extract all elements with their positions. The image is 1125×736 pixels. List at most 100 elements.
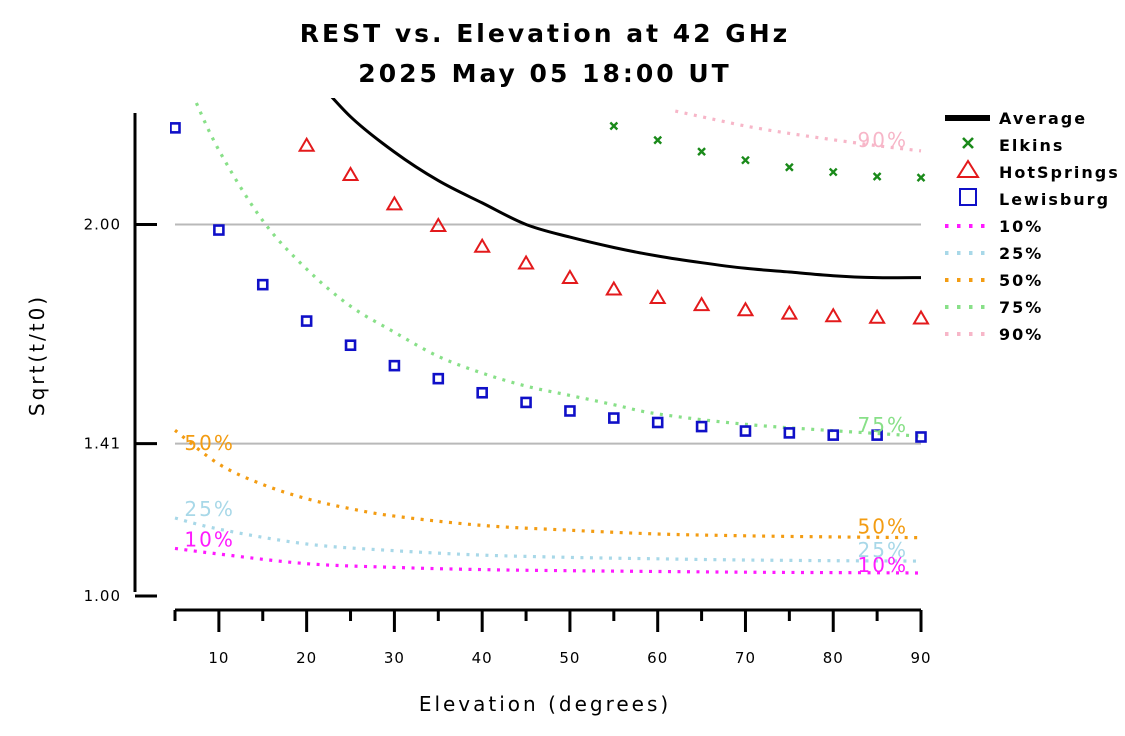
series-lewisburg <box>170 122 927 443</box>
y-axis-label: Sqrt(t/t0) <box>25 294 49 416</box>
point-lewisburg-35 <box>432 372 445 385</box>
y-tick-label-1-00: 1.00 <box>84 587 121 605</box>
point-hotsprings-90 <box>912 309 930 325</box>
point-lewisburg-85 <box>871 429 883 441</box>
x-tick-label-40: 40 <box>472 649 493 667</box>
end-label-10pct: 10% <box>858 553 908 577</box>
point-elkins-65 <box>697 147 706 156</box>
y-tick-label-1-41: 1.41 <box>84 435 121 453</box>
legend-item-lewisburg: Lewisburg <box>959 188 1110 209</box>
series-75pct <box>192 98 922 438</box>
start-label-25pct: 25% <box>184 497 234 521</box>
point-hotsprings-30 <box>385 195 404 211</box>
legend-item-75pct: 75% <box>945 298 1043 317</box>
line-75pct <box>192 98 922 438</box>
line-10pct <box>174 546 922 575</box>
point-hotsprings-35 <box>429 216 448 232</box>
legend-label-25pct: 25% <box>999 244 1043 263</box>
point-hotsprings-65 <box>692 296 711 312</box>
series-elkins <box>609 121 926 182</box>
x-tick-label-60: 60 <box>647 649 668 667</box>
legend-label-90pct: 90% <box>999 325 1043 344</box>
point-elkins-85 <box>872 172 882 181</box>
chart-subtitle: 2025 May 05 18:00 UT <box>358 59 731 88</box>
x-tick-label-20: 20 <box>296 649 317 667</box>
chart-title: REST vs. Elevation at 42 GHz <box>300 19 790 48</box>
x-tick-label-80: 80 <box>823 649 844 667</box>
series-50pct <box>174 429 922 540</box>
point-lewisburg-15 <box>256 278 269 291</box>
point-lewisburg-40 <box>476 386 488 399</box>
legend-label-hotsprings: HotSprings <box>999 163 1120 182</box>
point-hotsprings-70 <box>736 301 755 317</box>
point-lewisburg-10 <box>213 224 225 236</box>
legend-label-average: Average <box>999 109 1087 128</box>
legend-label-elkins: Elkins <box>999 136 1064 155</box>
point-elkins-90 <box>916 173 926 182</box>
point-elkins-75 <box>785 162 794 172</box>
end-label-25pct: 25% <box>858 538 908 562</box>
legend-item-25pct: 25% <box>945 244 1043 263</box>
curve-labels: 10%25%50%75%90%50%25%10% <box>184 128 908 577</box>
point-hotsprings-80 <box>824 307 842 323</box>
axes: 1.00 1.41 2.00 10 20 30 40 50 60 70 80 90 <box>84 113 931 667</box>
point-lewisburg-90 <box>915 431 927 443</box>
series-average <box>330 98 922 280</box>
end-label-90pct: 90% <box>858 128 908 152</box>
point-lewisburg-50 <box>564 405 576 417</box>
series-90pct <box>674 109 922 153</box>
end-label-50pct: 50% <box>858 515 908 539</box>
point-lewisburg-20 <box>300 315 313 327</box>
point-lewisburg-60 <box>651 416 664 429</box>
point-elkins-55 <box>609 121 619 131</box>
legend: Average Elkins HotSprings Lewisburg 10% 25% 50… <box>945 109 1120 344</box>
point-lewisburg-45 <box>520 396 532 409</box>
point-hotsprings-55 <box>605 280 623 296</box>
x-tick-label-50: 50 <box>559 649 580 667</box>
x-tick-label-70: 70 <box>735 649 756 667</box>
legend-item-50pct: 50% <box>945 271 1041 290</box>
x-tick-label-90: 90 <box>910 649 931 667</box>
point-elkins-70 <box>741 155 750 165</box>
legend-swatch-lewisburg <box>959 188 977 206</box>
point-lewisburg-70 <box>739 425 752 437</box>
legend-item-90pct: 90% <box>945 325 1043 344</box>
legend-item-hotsprings: HotSprings <box>956 159 1120 182</box>
start-label-50pct: 50% <box>184 431 234 455</box>
point-lewisburg-30 <box>388 359 401 372</box>
series-10pct <box>174 546 922 575</box>
point-hotsprings-25 <box>341 166 360 182</box>
reference-lines <box>175 223 921 445</box>
point-lewisburg-75 <box>783 427 796 439</box>
legend-label-lewisburg: Lewisburg <box>999 190 1110 209</box>
point-hotsprings-75 <box>780 304 799 320</box>
legend-item-elkins: Elkins <box>962 136 1064 155</box>
line-25pct <box>174 516 922 563</box>
point-hotsprings-20 <box>297 136 316 152</box>
point-lewisburg-55 <box>608 412 620 424</box>
series-25pct <box>174 516 922 563</box>
y-tick-label-2-00: 2.00 <box>84 215 121 233</box>
end-label-75pct: 75% <box>858 413 908 437</box>
legend-swatch-elkins <box>962 137 974 149</box>
legend-item-10pct: 10% <box>945 217 1041 236</box>
point-hotsprings-45 <box>517 254 535 270</box>
series-hotsprings <box>297 136 930 325</box>
line-90pct <box>674 109 922 153</box>
point-hotsprings-50 <box>561 268 579 284</box>
x-tick-label-10: 10 <box>208 649 229 667</box>
x-tick-label-30: 30 <box>384 649 405 667</box>
point-elkins-60 <box>653 135 663 145</box>
point-lewisburg-65 <box>695 420 708 433</box>
legend-label-75pct: 75% <box>999 298 1043 317</box>
point-elkins-80 <box>828 167 838 177</box>
point-hotsprings-40 <box>473 237 491 253</box>
line-50pct <box>174 429 922 540</box>
point-lewisburg-25 <box>344 339 357 352</box>
start-label-10pct: 10% <box>184 527 234 551</box>
line-average <box>330 98 922 280</box>
legend-item-average: Average <box>945 109 1087 128</box>
series-layer <box>170 98 930 575</box>
